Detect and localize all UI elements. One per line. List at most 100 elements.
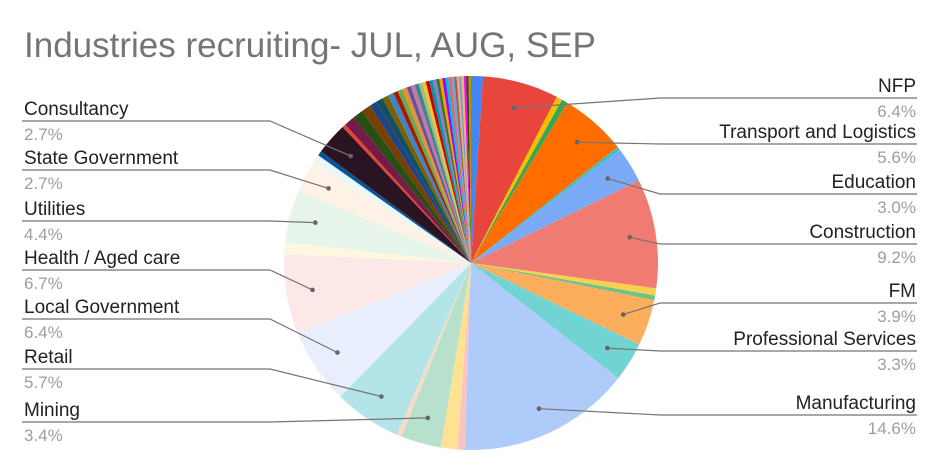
pie-slice-minor-29 bbox=[362, 105, 471, 263]
leader-line-health-aged-care bbox=[22, 269, 313, 291]
pie-slice-minor-3 bbox=[471, 99, 568, 263]
pie-slice-retail bbox=[340, 263, 471, 435]
pie-slice-local-government bbox=[297, 263, 471, 397]
pie-slice-health-aged-care bbox=[283, 254, 471, 334]
pie-slice-minor-35 bbox=[397, 89, 471, 264]
pie-slice-minor-37 bbox=[406, 86, 471, 263]
leader-line-consultancy bbox=[22, 120, 352, 157]
pie-slice-minor-40 bbox=[418, 82, 471, 263]
value-label-construction: 9.2% bbox=[877, 248, 916, 267]
value-label-local-government: 6.4% bbox=[24, 323, 63, 342]
pie-slice-minor-31 bbox=[376, 98, 471, 263]
pie-slice-minor-13 bbox=[457, 263, 471, 450]
pie-slice-minor-28 bbox=[353, 110, 471, 263]
pie-slice-minor-57 bbox=[468, 76, 471, 263]
pie-slice-minor-36 bbox=[402, 87, 471, 264]
pie-slice-consultancy bbox=[321, 127, 471, 263]
pie-slice-utilities bbox=[285, 190, 471, 263]
value-label-nfp: 6.4% bbox=[877, 102, 916, 121]
pie-slice-minor-45 bbox=[436, 78, 471, 263]
pie-slice-professional-services bbox=[471, 263, 640, 379]
pie-slice-education bbox=[471, 149, 639, 263]
label-construction: Construction bbox=[809, 222, 916, 243]
label-local-government: Local Government bbox=[24, 297, 180, 318]
label-manufacturing: Manufacturing bbox=[796, 393, 916, 414]
pie-slice-minor-8 bbox=[471, 263, 657, 296]
pie-slice-minor-33 bbox=[387, 92, 471, 263]
value-label-transport-and-logistics: 5.6% bbox=[877, 148, 916, 167]
value-label-retail: 5.7% bbox=[24, 373, 63, 392]
pie-slice-minor-39 bbox=[414, 83, 471, 264]
leader-line-transport-and-logistics bbox=[577, 141, 917, 145]
leader-dot-retail bbox=[379, 394, 384, 399]
pie-slice-minor-41 bbox=[422, 81, 471, 263]
pie-slice-minor-27 bbox=[345, 117, 471, 263]
label-retail: Retail bbox=[24, 347, 73, 368]
leader-line-manufacturing bbox=[538, 408, 917, 416]
leader-line-education bbox=[607, 177, 917, 195]
pie-slice-minor-53 bbox=[458, 76, 471, 263]
pie-slice-minor-48 bbox=[445, 77, 471, 264]
pie-slice-state-government bbox=[298, 162, 471, 263]
label-education: Education bbox=[831, 172, 916, 193]
pie-slice-minor-30 bbox=[370, 101, 471, 263]
chart-title: Industries recruiting- JUL, AUG, SEP bbox=[24, 26, 596, 65]
value-label-health-aged-care: 6.7% bbox=[24, 274, 63, 293]
value-label-consultancy: 2.7% bbox=[24, 125, 63, 144]
pie-slice-minor-56 bbox=[466, 76, 471, 264]
value-label-fm: 3.9% bbox=[877, 307, 916, 326]
leader-dot-local-government bbox=[335, 350, 340, 355]
pie-slice-minor-32 bbox=[382, 95, 471, 263]
value-label-utilities: 4.4% bbox=[24, 225, 63, 244]
pie-slice-minor-52 bbox=[456, 76, 471, 263]
leader-line-professional-services bbox=[607, 347, 917, 352]
pie-slice-minor-34 bbox=[393, 90, 471, 263]
pie-slice-minor-0 bbox=[471, 76, 484, 263]
pie-slice-mining bbox=[401, 263, 471, 448]
label-mining: Mining bbox=[24, 400, 80, 421]
value-label-professional-services: 3.3% bbox=[877, 355, 916, 374]
leader-line-utilities bbox=[22, 220, 316, 224]
pie-slice-minor-55 bbox=[463, 76, 471, 263]
pie-slice-minor-38 bbox=[410, 84, 471, 264]
label-nfp: NFP bbox=[878, 76, 916, 97]
leader-line-nfp bbox=[513, 97, 917, 109]
leader-lines bbox=[22, 97, 917, 423]
leader-line-state-government bbox=[22, 169, 329, 189]
pie-slice-minor-24 bbox=[318, 151, 471, 263]
leader-line-construction bbox=[629, 236, 917, 245]
pie-slice-minor-14 bbox=[440, 263, 471, 450]
pie-slice-minor-20 bbox=[284, 242, 471, 263]
pie-slices bbox=[283, 76, 658, 450]
pie-slice-minor-2 bbox=[471, 96, 563, 263]
pie-slice-minor-23 bbox=[313, 155, 471, 263]
label-fm: FM bbox=[889, 281, 916, 302]
label-health-aged-care: Health / Aged care bbox=[24, 248, 180, 269]
pie-slice-minor-43 bbox=[429, 79, 471, 264]
label-transport-and-logistics: Transport and Logistics bbox=[719, 122, 916, 143]
pie-slice-minor-26 bbox=[342, 124, 471, 263]
pie-slice-minor-50 bbox=[451, 76, 471, 263]
pie-slice-minor-9 bbox=[471, 263, 656, 301]
leader-line-retail bbox=[22, 368, 382, 398]
value-label-manufacturing: 14.6% bbox=[868, 419, 916, 438]
label-utilities: Utilities bbox=[24, 199, 85, 220]
leader-line-local-government bbox=[22, 318, 338, 354]
pie-slice-minor-44 bbox=[432, 79, 471, 263]
pie-slice-minor-5 bbox=[471, 147, 620, 263]
leader-line-fm bbox=[623, 302, 917, 316]
pie-slice-minor-51 bbox=[454, 76, 471, 263]
pie-slice-minor-42 bbox=[425, 80, 471, 263]
leader-line-mining bbox=[22, 417, 428, 423]
pie-slice-fm bbox=[471, 263, 655, 345]
pie-slice-construction bbox=[471, 180, 658, 289]
pie-slice-minor-16 bbox=[396, 263, 471, 437]
label-state-government: State Government bbox=[24, 148, 179, 169]
pie-slice-manufacturing bbox=[464, 263, 619, 450]
pie-slice-nfp bbox=[471, 76, 557, 263]
label-professional-services: Professional Services bbox=[733, 329, 916, 350]
label-consultancy: Consultancy bbox=[24, 99, 129, 120]
leader-dot-health-aged-care bbox=[310, 287, 315, 293]
